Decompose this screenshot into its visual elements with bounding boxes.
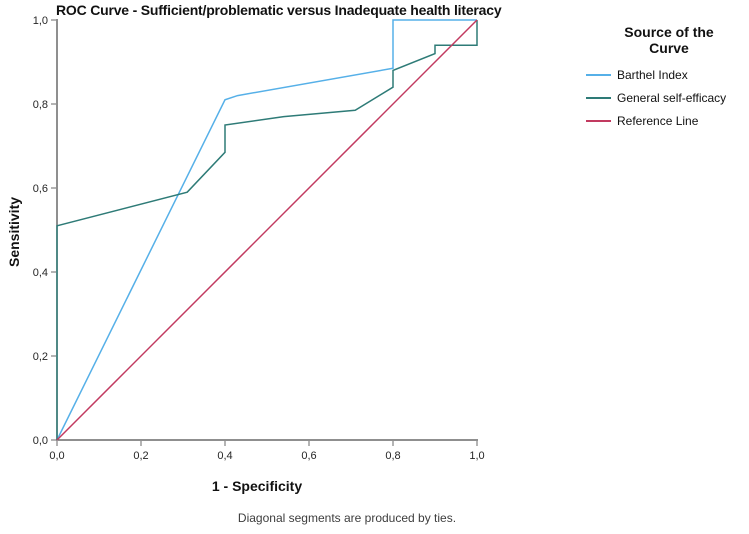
x-tick-label: 0,0 <box>49 450 64 462</box>
legend-label-barthel-index: Barthel Index <box>617 68 688 83</box>
series-line-barthel-index <box>56 19 477 441</box>
legend-label-general-self-efficacy: General self-efficacy <box>617 91 727 106</box>
y-tick-label: 0,0 <box>33 435 48 447</box>
series-line-reference-line <box>56 19 478 441</box>
legend-item-barthel-index: Barthel Index <box>586 68 749 82</box>
x-tick-label: 0,2 <box>133 450 148 462</box>
legend-item-general-self-efficacy: General self-efficacy <box>586 91 749 105</box>
legend: Source of the Curve Barthel Index Genera… <box>584 24 749 137</box>
legend-item-reference-line: Reference Line <box>586 114 749 128</box>
chart-title: ROC Curve - Sufficient/problematic versu… <box>56 2 502 18</box>
y-tick-label: 0,2 <box>33 351 48 363</box>
x-axis-label: 1 - Specificity <box>211 478 303 494</box>
x-tick-label: 0,8 <box>385 450 400 462</box>
y-tick-label: 0,6 <box>33 183 48 195</box>
y-tick-label: 1,0 <box>33 15 48 27</box>
legend-title: Source of the Curve <box>624 24 714 57</box>
y-tick-label: 0,4 <box>33 267 48 279</box>
x-tick-label: 0,4 <box>217 450 232 462</box>
legend-swatch-general-self-efficacy <box>586 97 611 100</box>
legend-swatch-reference-line <box>586 120 611 123</box>
series-line-general-self-efficacy <box>56 20 478 440</box>
legend-swatch-barthel-index <box>586 74 611 77</box>
y-tick-label: 0,8 <box>33 99 48 111</box>
x-tick-label: 0,6 <box>301 450 316 462</box>
legend-label-reference-line: Reference Line <box>617 114 699 129</box>
x-tick-label: 1,0 <box>469 450 484 462</box>
y-axis-label: Sensitivity <box>6 196 22 268</box>
chart-footnote: Diagonal segments are produced by ties. <box>237 511 457 525</box>
